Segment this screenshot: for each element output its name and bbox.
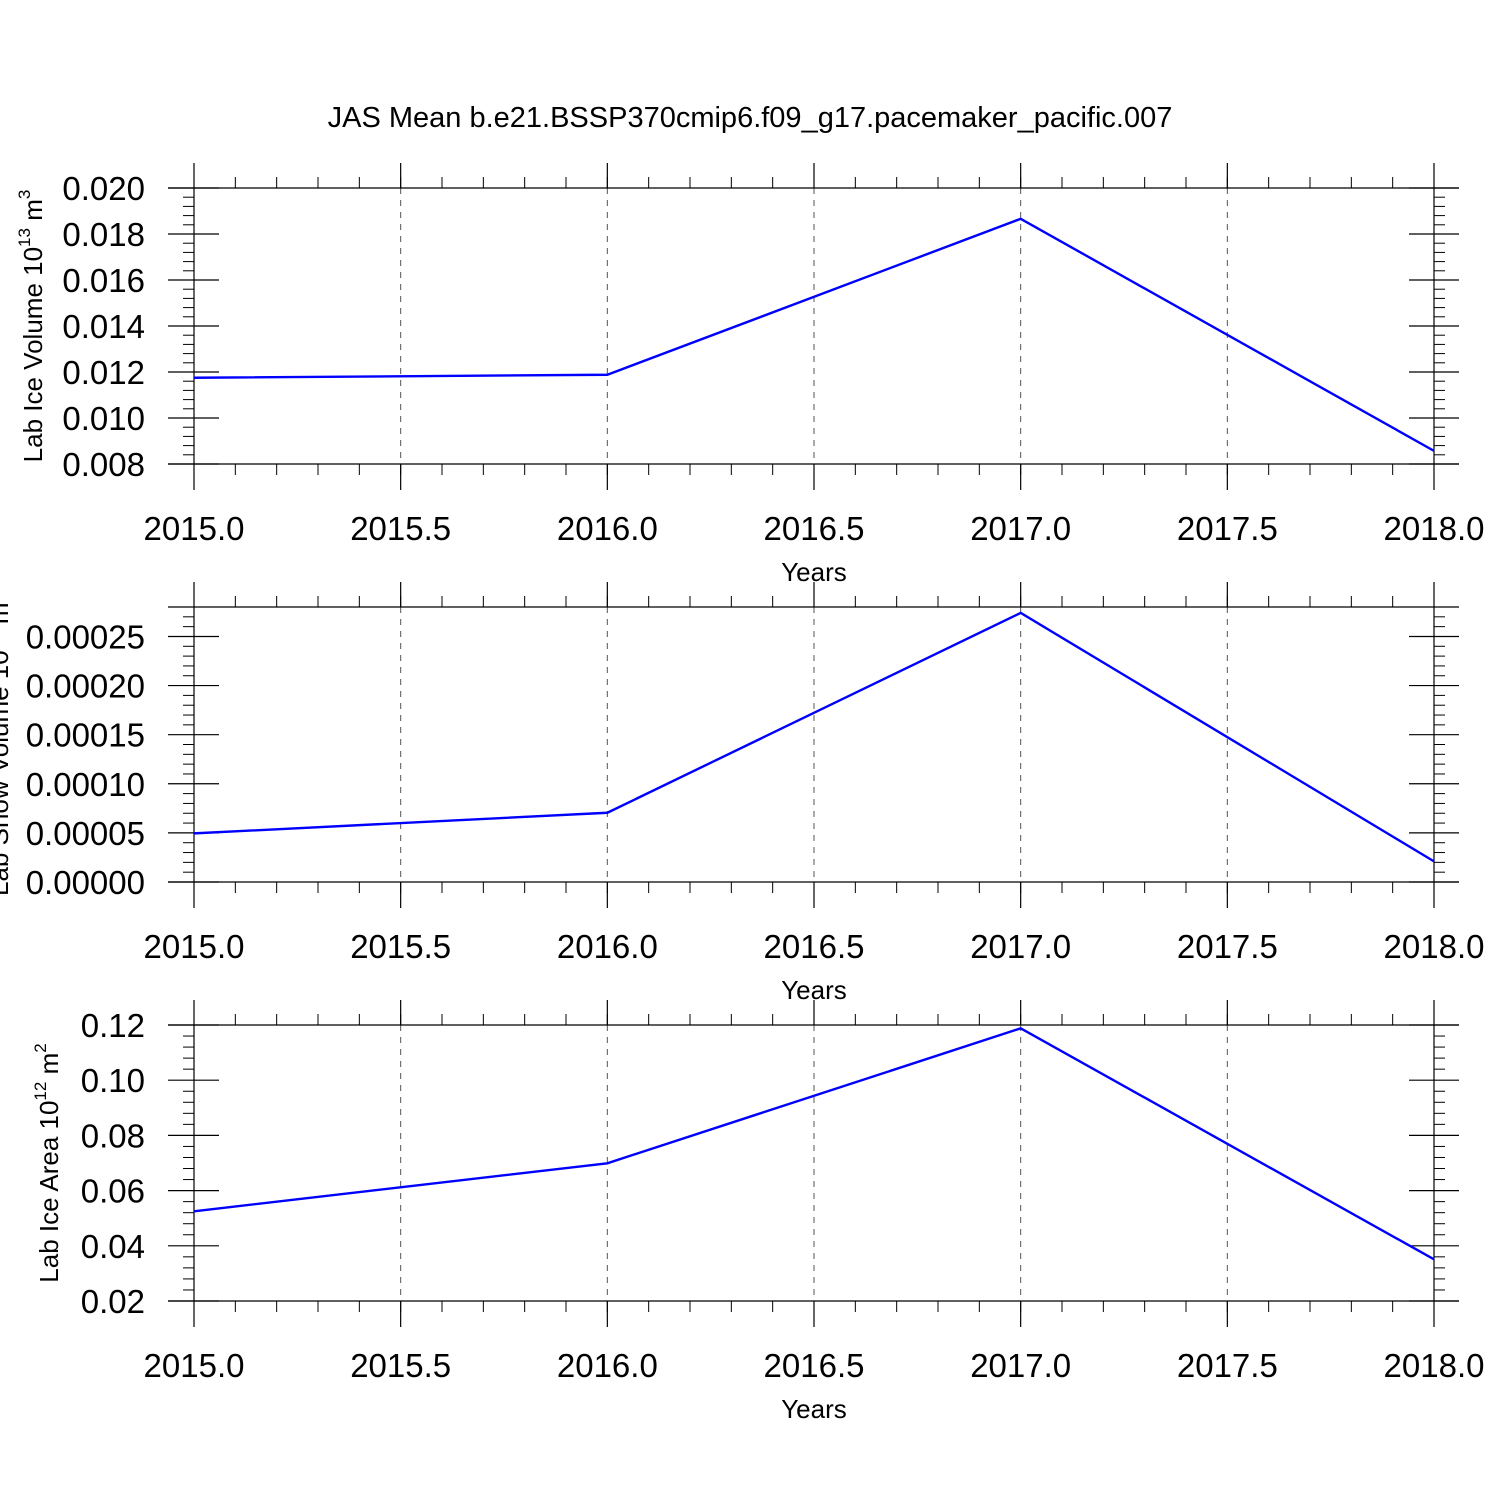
- x-axis-label: Years: [781, 1394, 847, 1424]
- x-tick-label: 2016.0: [557, 510, 658, 547]
- panel-3: 0.02 0.04 0.06 0.08 0.10 0.12 2015.0 2015.5 2016…: [31, 1000, 1484, 1424]
- y-tick-label: 0.02: [81, 1283, 145, 1320]
- x-tick-label: 2015.5: [350, 928, 451, 965]
- y-tick-label: 0.016: [62, 262, 145, 299]
- y-tick-label: 0.00025: [26, 618, 145, 655]
- y-axis-label: Lab Ice Area 1012 m2: [31, 1043, 64, 1282]
- x-tick-label: 2018.0: [1384, 928, 1485, 965]
- y-axis-label: Lab Snow Volume 1013 m3: [0, 593, 14, 896]
- x-tick-label: 2017.5: [1177, 1347, 1278, 1384]
- chart-title: JAS Mean b.e21.BSSP370cmip6.f09_g17.pace…: [328, 102, 1173, 134]
- x-tick-label: 2015.0: [144, 1347, 245, 1384]
- y-tick-label: 0.018: [62, 216, 145, 253]
- y-tick-label: 0.008: [62, 446, 145, 483]
- series-line: [193, 217, 1435, 452]
- y-tick-label: 0.10: [81, 1062, 145, 1099]
- x-tick-label: 2016.0: [557, 1347, 658, 1384]
- x-tick-label: 2016.0: [557, 928, 658, 965]
- y-tick-label: 0.04: [81, 1228, 145, 1265]
- x-tick-label: 2015.0: [144, 928, 245, 965]
- y-tick-label: 0.06: [81, 1173, 145, 1210]
- x-tick-label: 2017.5: [1177, 928, 1278, 965]
- x-tick-label: 2017.0: [970, 1347, 1071, 1384]
- series-line: [193, 1027, 1435, 1261]
- y-tick-label: 0.12: [81, 1007, 145, 1044]
- x-tick-label: 2017.0: [970, 510, 1071, 547]
- y-tick-label: 0.00010: [26, 766, 145, 803]
- y-tick-label: 0.014: [62, 308, 145, 345]
- y-tick-label: 0.012: [62, 354, 145, 391]
- x-tick-label: 2016.5: [764, 510, 865, 547]
- y-tick-label: 0.020: [62, 170, 145, 207]
- x-tick-label: 2016.5: [764, 928, 865, 965]
- y-tick-label: 0.08: [81, 1117, 145, 1154]
- x-tick-label: 2018.0: [1384, 510, 1485, 547]
- panel-1: 0.008 0.010 0.012 0.014 0.016 0.018 0.020 2015.…: [15, 163, 1484, 587]
- x-tick-label: 2018.0: [1384, 1347, 1485, 1384]
- y-tick-label: 0.00020: [26, 668, 145, 705]
- x-tick-label: 2015.0: [144, 510, 245, 547]
- x-tick-label: 2017.0: [970, 928, 1071, 965]
- y-axis-label: Lab Ice Volume 1013 m3: [15, 190, 48, 463]
- y-tick-label: 0.00005: [26, 815, 145, 852]
- x-tick-label: 2015.5: [350, 1347, 451, 1384]
- x-tick-label: 2017.5: [1177, 510, 1278, 547]
- y-tick-label: 0.010: [62, 400, 145, 437]
- panel-2: 0.00000 0.00005 0.00010 0.00015 0.00020 0.000…: [0, 582, 1484, 1005]
- y-tick-label: 0.00000: [26, 864, 145, 901]
- series-line: [193, 611, 1435, 863]
- x-tick-label: 2016.5: [764, 1347, 865, 1384]
- y-tick-label: 0.00015: [26, 717, 145, 754]
- x-tick-label: 2015.5: [350, 510, 451, 547]
